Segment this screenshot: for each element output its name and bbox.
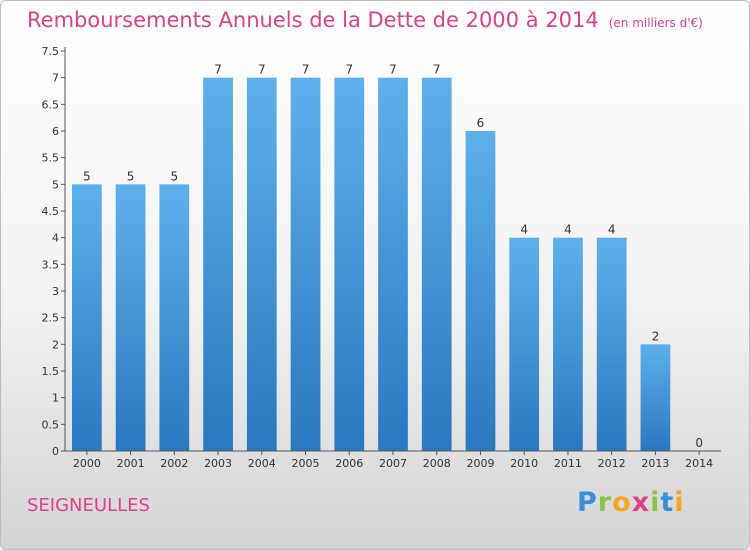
x-tick-label: 2001 — [117, 457, 145, 470]
bar-value-label: 6 — [477, 116, 485, 130]
bar — [596, 237, 627, 451]
bar-value-label: 4 — [520, 223, 528, 237]
x-tick-label: 2009 — [466, 457, 494, 470]
x-tick-label: 2012 — [598, 457, 626, 470]
bar-value-label: 0 — [695, 436, 703, 450]
logo-letter: x — [631, 487, 651, 518]
y-tick-label: 2 — [52, 338, 59, 351]
commune-name: SEIGNEULLES — [27, 495, 150, 516]
chart-title: Remboursements Annuels de la Dette de 20… — [27, 8, 703, 32]
bar — [290, 77, 321, 452]
proxiti-logo: Proxiti — [577, 487, 685, 518]
x-tick-label: 2002 — [160, 457, 188, 470]
bar — [115, 184, 146, 452]
x-tick-label: 2007 — [379, 457, 407, 470]
x-tick-label: 2003 — [204, 457, 232, 470]
x-tick-label: 2013 — [641, 457, 669, 470]
y-tick-label: 1.5 — [42, 365, 60, 378]
bar — [159, 184, 190, 452]
y-tick-label: 7 — [52, 72, 59, 85]
x-tick-label: 2000 — [73, 457, 101, 470]
bar-value-label: 7 — [433, 63, 441, 77]
x-tick-label: 2014 — [685, 457, 713, 470]
bar — [421, 77, 452, 452]
bar — [246, 77, 277, 452]
x-tick-label: 2011 — [554, 457, 582, 470]
y-tick-label: 4 — [52, 232, 59, 245]
bar-value-label: 4 — [564, 223, 572, 237]
x-tick-label: 2008 — [423, 457, 451, 470]
chart-title-text: Remboursements Annuels de la Dette de 20… — [27, 8, 599, 32]
x-tick-label: 2005 — [292, 457, 320, 470]
x-tick-label: 2006 — [335, 457, 363, 470]
bar — [334, 77, 365, 452]
y-tick-label: 3 — [52, 285, 59, 298]
logo-letter: r — [597, 487, 613, 518]
logo-letter: t — [660, 487, 675, 518]
y-tick-label: 0 — [52, 445, 59, 458]
y-tick-label: 1 — [52, 392, 59, 405]
bar-value-label: 7 — [389, 63, 397, 77]
bar-value-label: 7 — [345, 63, 353, 77]
y-tick-label: 6.5 — [42, 98, 60, 111]
y-tick-label: 2.5 — [42, 312, 60, 325]
bar-value-label: 5 — [127, 169, 135, 183]
bar-value-label: 7 — [302, 63, 310, 77]
x-tick-label: 2010 — [510, 457, 538, 470]
bar-value-label: 5 — [83, 169, 91, 183]
bar-value-label: 7 — [214, 63, 222, 77]
bar-value-label: 2 — [652, 329, 660, 343]
y-tick-label: 0.5 — [42, 418, 60, 431]
y-tick-label: 5 — [52, 178, 59, 191]
logo-letter: i — [650, 487, 661, 518]
bar-value-label: 5 — [171, 169, 179, 183]
x-tick-label: 2004 — [248, 457, 276, 470]
bar — [378, 77, 408, 452]
chart-unit: (en milliers d'€) — [608, 16, 703, 30]
logo-letter: o — [612, 487, 632, 518]
bar — [71, 184, 102, 452]
bar-value-label: 4 — [608, 223, 616, 237]
bar — [640, 344, 671, 451]
bar — [509, 237, 540, 451]
logo-letter: i — [674, 487, 685, 518]
y-tick-label: 6 — [52, 125, 59, 138]
y-tick-label: 5.5 — [42, 152, 60, 165]
y-tick-label: 3.5 — [42, 258, 60, 271]
bar — [465, 131, 496, 451]
bar — [203, 77, 233, 452]
logo-letter: P — [577, 487, 598, 518]
y-tick-label: 7.5 — [42, 45, 60, 58]
bar-value-label: 7 — [258, 63, 266, 77]
y-tick-label: 4.5 — [42, 205, 60, 218]
bar — [553, 237, 583, 451]
